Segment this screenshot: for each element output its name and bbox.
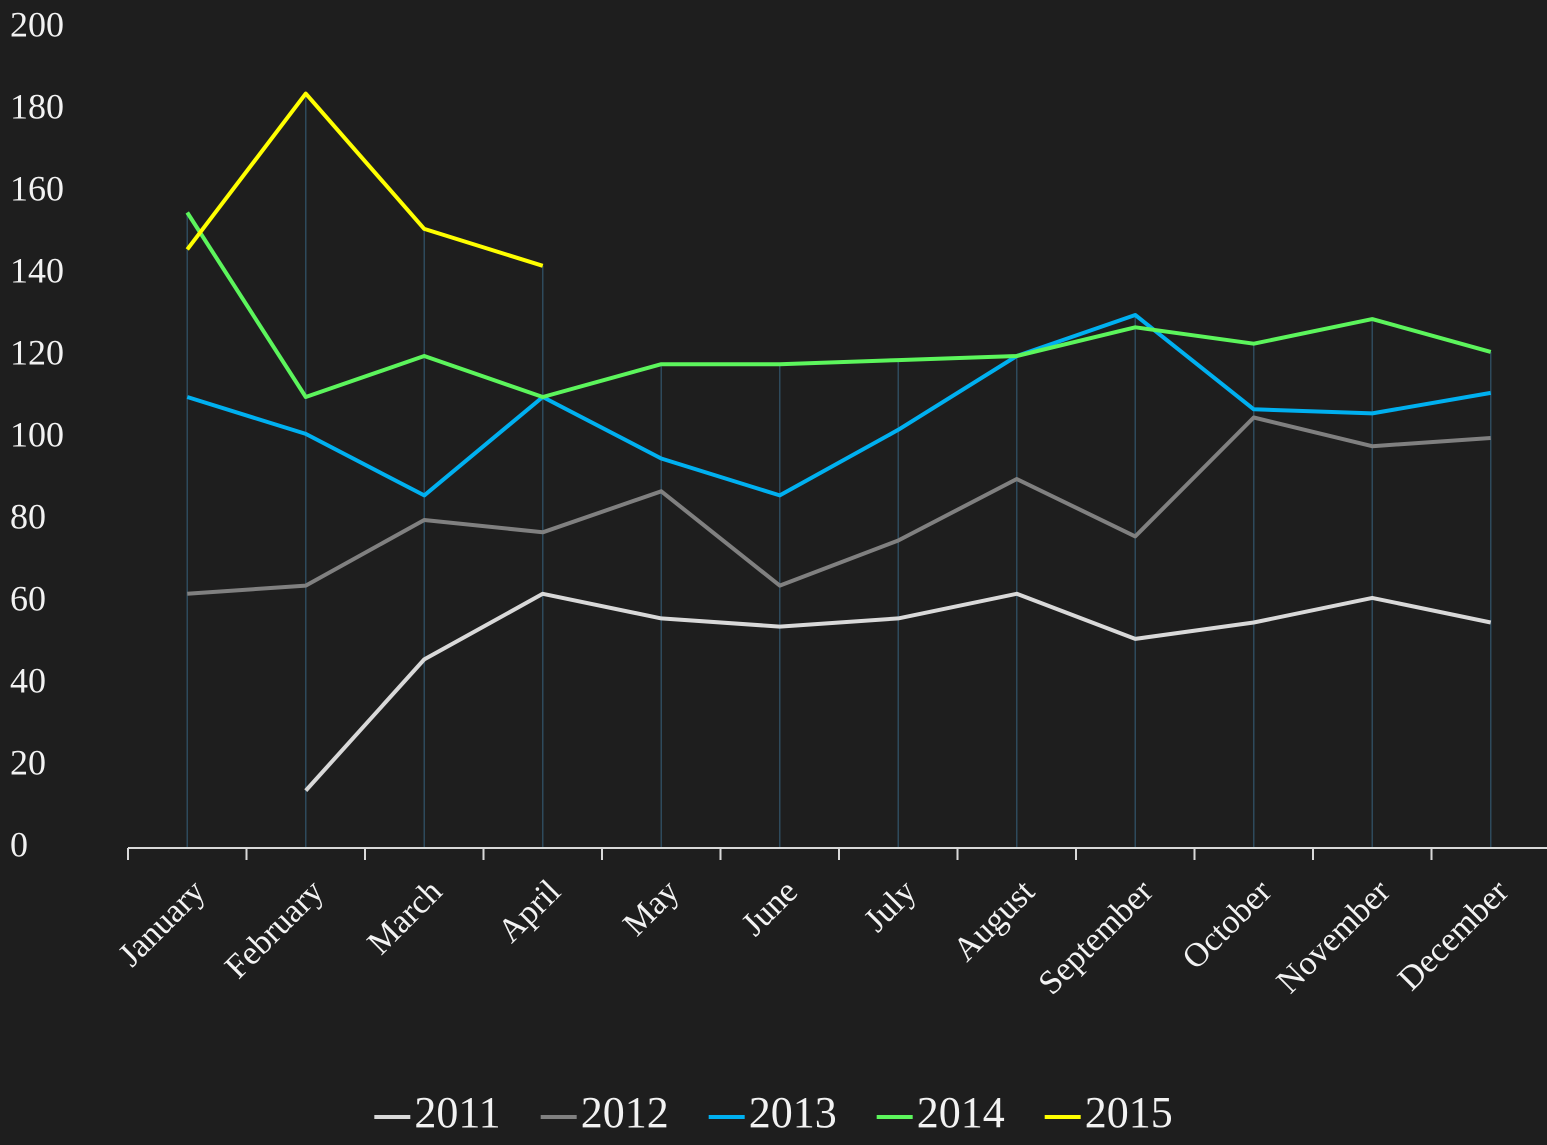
series-line — [185, 91, 544, 268]
y-tick-label: 200 — [10, 4, 64, 44]
y-tick-label: 120 — [10, 332, 64, 372]
y-tick-label: 180 — [10, 86, 64, 126]
y-tick-label: 0 — [10, 824, 28, 864]
y-tick-label: 60 — [10, 578, 46, 618]
series-line — [186, 313, 1492, 498]
y-tick-label: 20 — [10, 742, 46, 782]
series-line — [185, 211, 1492, 399]
y-tick-label: 100 — [10, 414, 64, 454]
legend-label: 2012 — [581, 1088, 669, 1137]
legend-label: 2014 — [917, 1088, 1005, 1137]
legend-label: 2013 — [749, 1088, 837, 1137]
y-tick-label: 160 — [10, 168, 64, 208]
legend-label: 2015 — [1085, 1088, 1173, 1137]
legend-label: 2011 — [414, 1088, 500, 1137]
y-tick-label: 80 — [10, 496, 46, 536]
series-line — [187, 415, 1491, 596]
series-line — [304, 591, 1492, 792]
y-tick-label: 140 — [10, 250, 64, 290]
y-tick-label: 40 — [10, 660, 46, 700]
